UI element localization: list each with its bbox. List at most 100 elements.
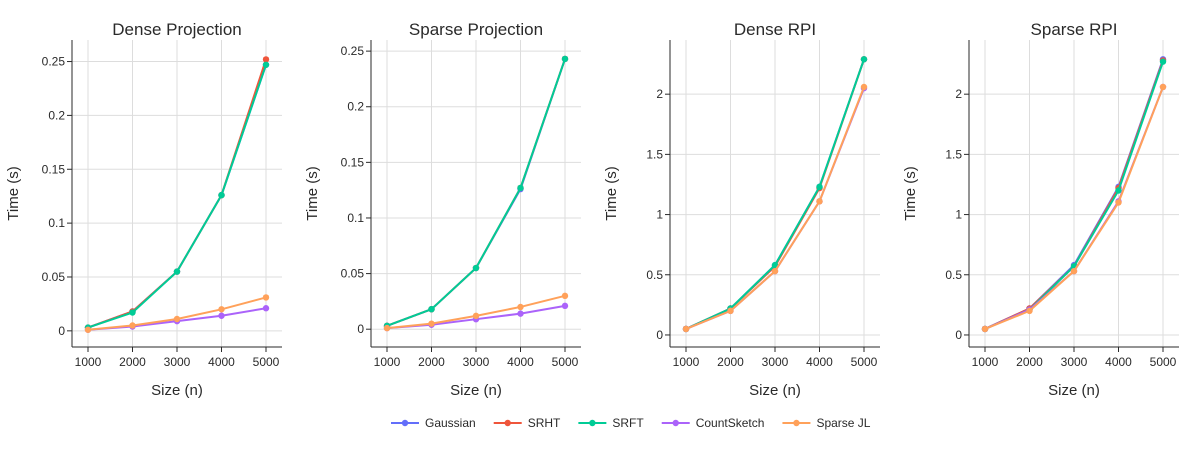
- y-tick-label: 0: [955, 328, 962, 342]
- data-point[interactable]: [428, 320, 435, 327]
- data-point[interactable]: [860, 56, 868, 63]
- y-tick-label: 2: [955, 87, 962, 101]
- legend-swatch-marker: [504, 419, 511, 427]
- y-tick-label: 1.5: [945, 147, 962, 161]
- data-point[interactable]: [262, 294, 270, 301]
- y-axis-title: Time (s): [603, 166, 620, 220]
- x-tick-label: 5000: [1150, 355, 1177, 369]
- data-point[interactable]: [218, 306, 225, 313]
- x-tick-label: 2000: [418, 355, 445, 369]
- y-tick-label: 0.15: [42, 162, 66, 176]
- chart-panel-1: 1000 2000 3000 4000 5000 0 0.05 0.1 0.15 0.2 0.25 D…: [5, 20, 282, 399]
- y-tick-label: 0.05: [341, 267, 365, 281]
- data-point[interactable]: [727, 307, 734, 315]
- x-tick-label: 3000: [762, 355, 789, 369]
- data-point[interactable]: [383, 324, 391, 332]
- y-tick-label: 0.2: [48, 108, 65, 122]
- legend-item[interactable]: SRFT: [578, 416, 644, 430]
- x-tick-label: 4000: [1105, 355, 1132, 369]
- legend-label: SRFT: [612, 416, 644, 430]
- data-point[interactable]: [1070, 267, 1078, 275]
- data-point[interactable]: [1159, 83, 1167, 91]
- data-point[interactable]: [1115, 199, 1122, 206]
- x-tick-label: 1000: [374, 355, 401, 369]
- data-point[interactable]: [262, 305, 270, 312]
- data-point[interactable]: [561, 55, 569, 63]
- legend-swatch-marker: [672, 419, 679, 427]
- legend-swatch-marker: [589, 419, 596, 427]
- x-axis-title: Size (n): [450, 382, 502, 399]
- x-tick-label: 5000: [253, 355, 280, 369]
- data-point[interactable]: [173, 315, 181, 323]
- data-point[interactable]: [173, 268, 181, 275]
- data-point[interactable]: [561, 302, 569, 310]
- x-tick-label: 4000: [208, 355, 235, 369]
- data-point[interactable]: [771, 261, 779, 269]
- x-axis-title: Size (n): [1048, 382, 1100, 399]
- legend-swatch-marker: [401, 419, 409, 427]
- x-tick-label: 2000: [1016, 355, 1043, 369]
- data-point[interactable]: [129, 309, 136, 316]
- data-point[interactable]: [428, 305, 435, 313]
- chart-panel-2: 1000 2000 3000 4000 5000 0 0.05 0.1 0.15 0.2 0.25 S…: [304, 20, 581, 399]
- y-tick-label: 0.5: [945, 268, 962, 282]
- legend-label: CountSketch: [696, 416, 765, 430]
- y-tick-label: 2: [656, 87, 663, 101]
- legend-item[interactable]: Gaussian: [391, 416, 476, 430]
- legend-item[interactable]: SRHT: [493, 416, 561, 430]
- x-tick-label: 5000: [552, 355, 579, 369]
- data-point[interactable]: [1159, 58, 1167, 65]
- data-point[interactable]: [981, 325, 989, 333]
- data-point[interactable]: [771, 267, 779, 275]
- chart-panel-4: 1000 2000 3000 4000 5000 0 0.5 1 1.5 2 Sparse RPI S…: [902, 20, 1179, 399]
- data-point[interactable]: [517, 310, 524, 317]
- legend-item[interactable]: CountSketch: [661, 416, 765, 430]
- legend: Gaussian SRHT SRFT CountSketch Sparse JL: [391, 416, 871, 430]
- y-tick-label: 0.1: [347, 211, 364, 225]
- panel-title: Dense Projection: [112, 20, 241, 39]
- x-tick-label: 3000: [463, 355, 490, 369]
- legend-swatch-marker: [793, 419, 800, 427]
- panel-title: Sparse RPI: [1031, 20, 1118, 39]
- data-point[interactable]: [262, 61, 270, 68]
- data-point[interactable]: [1115, 187, 1122, 194]
- y-axis-title: Time (s): [902, 166, 919, 220]
- y-tick-label: 1: [656, 208, 663, 222]
- data-point[interactable]: [262, 56, 270, 63]
- data-point[interactable]: [84, 326, 92, 333]
- data-point[interactable]: [1026, 307, 1033, 315]
- panel-title: Dense RPI: [734, 20, 816, 39]
- x-tick-label: 3000: [164, 355, 191, 369]
- x-axis-title: Size (n): [151, 382, 203, 399]
- x-tick-label: 5000: [851, 355, 878, 369]
- data-point[interactable]: [472, 264, 480, 272]
- data-point[interactable]: [860, 83, 868, 91]
- data-point[interactable]: [682, 325, 690, 333]
- y-tick-label: 0.2: [347, 100, 364, 114]
- y-tick-label: 1.5: [646, 147, 663, 161]
- x-tick-label: 2000: [717, 355, 744, 369]
- x-tick-label: 1000: [75, 355, 102, 369]
- data-point[interactable]: [816, 198, 823, 205]
- y-tick-label: 0: [58, 324, 65, 338]
- legend-label: Gaussian: [425, 416, 476, 430]
- data-point[interactable]: [561, 292, 569, 300]
- data-point[interactable]: [218, 312, 225, 319]
- x-tick-label: 4000: [806, 355, 833, 369]
- data-point[interactable]: [517, 184, 524, 192]
- x-tick-label: 2000: [119, 355, 146, 369]
- data-point[interactable]: [472, 312, 480, 320]
- data-point[interactable]: [517, 303, 524, 311]
- y-tick-label: 0.15: [341, 155, 365, 169]
- data-point[interactable]: [816, 183, 823, 191]
- panel-title: Sparse Projection: [409, 20, 543, 39]
- y-axis-title: Time (s): [5, 166, 22, 220]
- data-point[interactable]: [218, 191, 225, 199]
- y-tick-label: 0.05: [42, 270, 66, 284]
- legend-label: Sparse JL: [816, 416, 870, 430]
- data-point[interactable]: [129, 322, 136, 329]
- legend-item[interactable]: Sparse JL: [782, 416, 871, 430]
- legend-label: SRHT: [528, 416, 561, 430]
